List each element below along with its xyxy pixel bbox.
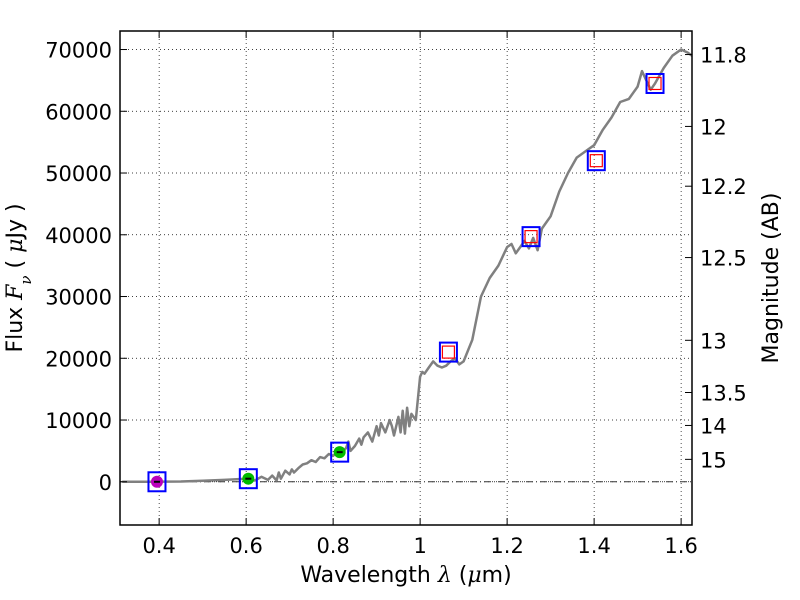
photometry-square-marker xyxy=(589,154,603,168)
x-tick-label: 0.8 xyxy=(316,534,349,558)
magnitude-axis-label: Magnitude (AB) xyxy=(759,193,784,364)
x-tick-label: 0.4 xyxy=(142,534,175,558)
y-tick-label: 10000 xyxy=(45,409,112,433)
tick-layer: 0.4 0.6 0.8 1 1.2 1.4 1.6 0 10000 20000 30000 40000… xyxy=(45,31,747,558)
x-tick-label: 1.6 xyxy=(664,534,697,558)
magnitude-tick-label: 12 xyxy=(700,115,727,139)
photometry-point xyxy=(586,150,606,172)
photometry-box-marker xyxy=(438,341,458,363)
photometry-box-marker xyxy=(521,226,541,248)
y-tick-label: 50000 xyxy=(45,162,112,186)
photometry-box-marker xyxy=(147,471,167,493)
magnitude-tick-label: 14 xyxy=(700,414,727,438)
photometry-box-marker xyxy=(645,72,665,94)
y-tick-label: 30000 xyxy=(45,286,112,310)
model-spectrum-line xyxy=(122,48,693,484)
x-tick-label: 0.6 xyxy=(229,534,262,558)
magnitude-tick-label: 12.2 xyxy=(700,175,747,199)
x-axis-label: Wavelength λ (μm) xyxy=(300,563,511,588)
grid-layer xyxy=(120,31,692,525)
y-tick-label: 40000 xyxy=(45,224,112,248)
magnitude-tick-label: 12.5 xyxy=(700,247,747,271)
photometry-box-marker xyxy=(330,441,350,463)
photometry-square-marker xyxy=(648,76,662,91)
photometry-point xyxy=(238,468,258,490)
photometry-point xyxy=(147,471,167,493)
y-tick-label: 60000 xyxy=(45,100,112,124)
magnitude-tick-label: 13.5 xyxy=(700,382,747,406)
photometry-point xyxy=(645,72,665,94)
photometry-box-marker xyxy=(586,150,606,172)
photometry-markers xyxy=(147,72,665,493)
magnitude-tick-label: 13 xyxy=(700,329,727,353)
x-tick-label: 1 xyxy=(413,534,426,558)
y-tick-label: 0 xyxy=(99,471,112,495)
photometry-square-marker xyxy=(441,345,456,359)
photometry-square-marker xyxy=(524,230,538,244)
x-tick-label: 1.4 xyxy=(577,534,610,558)
y-tick-label: 20000 xyxy=(45,347,112,371)
magnitude-tick-label: 15 xyxy=(700,448,727,472)
plot-frame xyxy=(119,30,693,526)
photometry-point xyxy=(521,226,541,248)
y-axis-label: Flux Fν ( μJy ) xyxy=(3,203,35,352)
photometry-box-marker xyxy=(238,468,258,490)
photometry-point xyxy=(330,441,350,463)
y-tick-label: 70000 xyxy=(45,39,112,63)
photometry-point xyxy=(438,341,458,363)
magnitude-tick-label: 11.8 xyxy=(700,44,747,68)
x-tick-label: 1.2 xyxy=(490,534,523,558)
